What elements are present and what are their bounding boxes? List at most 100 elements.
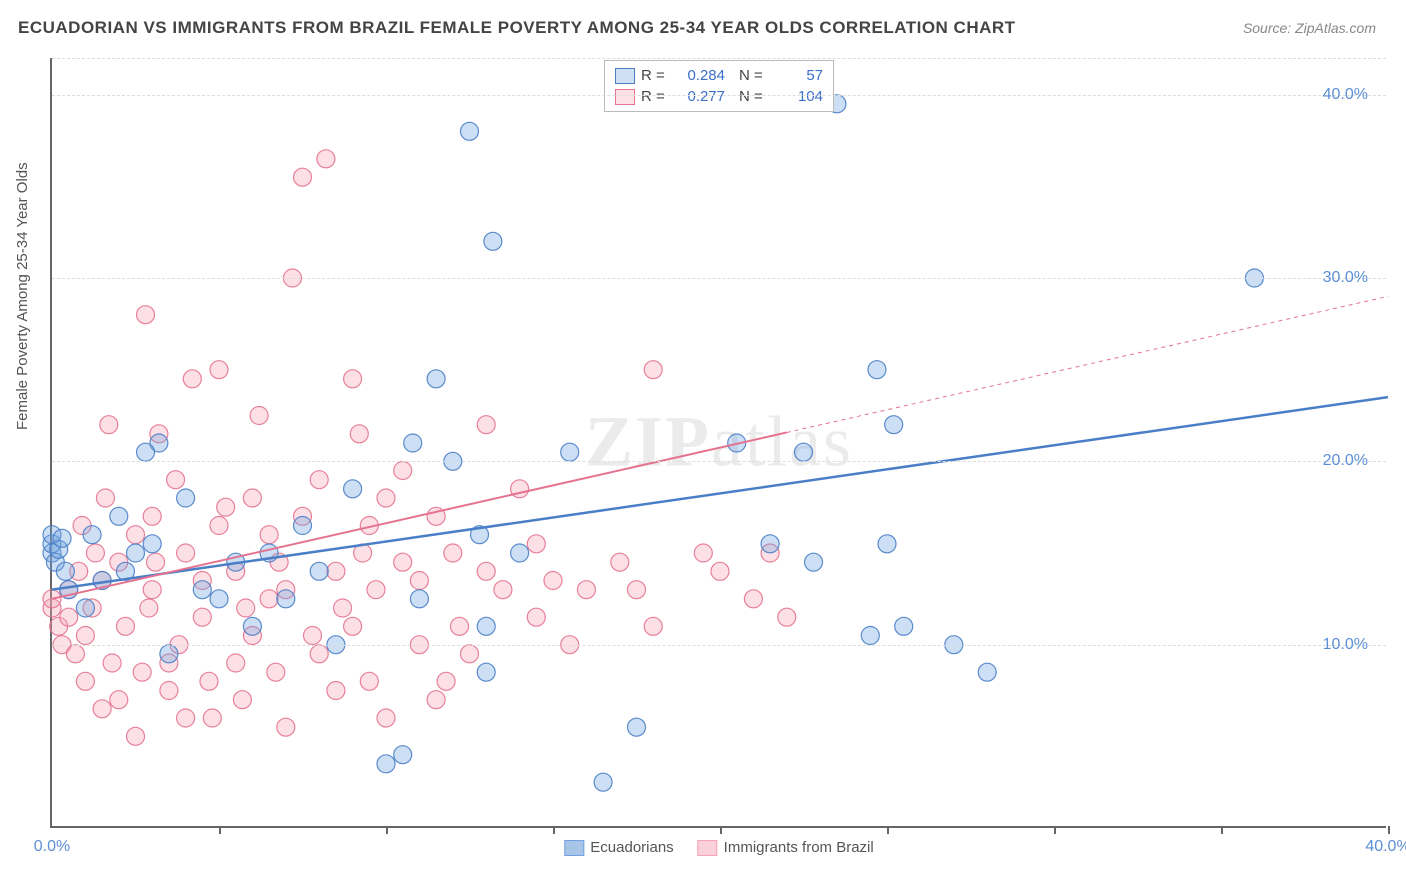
- data-point: [177, 489, 195, 507]
- data-point: [294, 517, 312, 535]
- data-point: [177, 544, 195, 562]
- data-point: [210, 361, 228, 379]
- data-point: [437, 672, 455, 690]
- data-point: [310, 645, 328, 663]
- data-point: [410, 572, 428, 590]
- gridline-horizontal: [52, 645, 1386, 646]
- data-point: [477, 617, 495, 635]
- data-point: [761, 535, 779, 553]
- data-point: [53, 529, 71, 547]
- data-point: [394, 462, 412, 480]
- x-tick-mark: [1054, 826, 1056, 834]
- source-attribution: Source: ZipAtlas.com: [1243, 20, 1376, 36]
- data-point: [183, 370, 201, 388]
- x-tick-mark: [1221, 826, 1223, 834]
- data-point: [511, 544, 529, 562]
- data-point: [210, 590, 228, 608]
- stat-value-n: 57: [773, 67, 823, 84]
- data-point: [260, 590, 278, 608]
- data-point: [404, 434, 422, 452]
- gridline-horizontal: [52, 278, 1386, 279]
- data-point: [210, 517, 228, 535]
- stat-value-r: 0.277: [675, 88, 725, 105]
- data-point: [427, 370, 445, 388]
- gridline-horizontal: [52, 461, 1386, 462]
- data-point: [96, 489, 114, 507]
- y-axis-label: Female Poverty Among 25-34 Year Olds: [14, 162, 31, 430]
- data-point: [56, 562, 74, 580]
- data-point: [137, 306, 155, 324]
- data-point: [410, 590, 428, 608]
- data-point: [367, 581, 385, 599]
- data-point: [260, 526, 278, 544]
- stats-legend-row: R =0.277N =104: [615, 86, 823, 107]
- data-point: [83, 526, 101, 544]
- data-point: [143, 507, 161, 525]
- data-point: [127, 727, 145, 745]
- data-point: [327, 562, 345, 580]
- data-point: [116, 617, 134, 635]
- data-point: [100, 416, 118, 434]
- chart-svg: [52, 58, 1386, 826]
- gridline-horizontal: [52, 58, 1386, 59]
- data-point: [878, 535, 896, 553]
- data-point: [93, 700, 111, 718]
- data-point: [427, 691, 445, 709]
- data-point: [527, 535, 545, 553]
- stats-legend-row: R =0.284N =57: [615, 65, 823, 86]
- x-tick-label: 40.0%: [1365, 838, 1406, 856]
- chart-plot-area: ZIPatlas R =0.284N =57R =0.277N =104 Ecu…: [50, 58, 1386, 828]
- data-point: [277, 718, 295, 736]
- x-tick-mark: [553, 826, 555, 834]
- data-point: [477, 562, 495, 580]
- data-point: [310, 471, 328, 489]
- data-point: [76, 627, 94, 645]
- data-point: [160, 645, 178, 663]
- x-tick-label: 0.0%: [34, 838, 70, 856]
- data-point: [143, 535, 161, 553]
- data-point: [177, 709, 195, 727]
- data-point: [143, 581, 161, 599]
- data-point: [527, 608, 545, 626]
- data-point: [577, 581, 595, 599]
- data-point: [795, 443, 813, 461]
- gridline-horizontal: [52, 95, 1386, 96]
- data-point: [477, 416, 495, 434]
- data-point: [110, 507, 128, 525]
- data-point: [861, 627, 879, 645]
- data-point: [76, 599, 94, 617]
- stats-legend: R =0.284N =57R =0.277N =104: [604, 60, 834, 112]
- data-point: [394, 553, 412, 571]
- data-point: [294, 168, 312, 186]
- stat-label-n: N =: [739, 88, 767, 105]
- data-point: [167, 471, 185, 489]
- series-legend: EcuadoriansImmigrants from Brazil: [564, 839, 873, 856]
- data-point: [611, 553, 629, 571]
- data-point: [193, 581, 211, 599]
- data-point: [644, 617, 662, 635]
- legend-swatch: [615, 89, 635, 105]
- data-point: [744, 590, 762, 608]
- data-point: [193, 608, 211, 626]
- legend-swatch: [698, 840, 718, 856]
- data-point: [450, 617, 468, 635]
- legend-item: Immigrants from Brazil: [698, 839, 874, 856]
- data-point: [885, 416, 903, 434]
- stat-value-n: 104: [773, 88, 823, 105]
- data-point: [477, 663, 495, 681]
- y-tick-label: 20.0%: [1323, 452, 1368, 470]
- data-point: [86, 544, 104, 562]
- x-tick-mark: [887, 826, 889, 834]
- legend-swatch: [564, 840, 584, 856]
- data-point: [628, 581, 646, 599]
- data-point: [200, 672, 218, 690]
- data-point: [344, 480, 362, 498]
- data-point: [344, 617, 362, 635]
- data-point: [76, 672, 94, 690]
- data-point: [377, 709, 395, 727]
- data-point: [484, 232, 502, 250]
- stat-label-n: N =: [739, 67, 767, 84]
- x-tick-mark: [386, 826, 388, 834]
- data-point: [203, 709, 221, 727]
- y-tick-label: 30.0%: [1323, 269, 1368, 287]
